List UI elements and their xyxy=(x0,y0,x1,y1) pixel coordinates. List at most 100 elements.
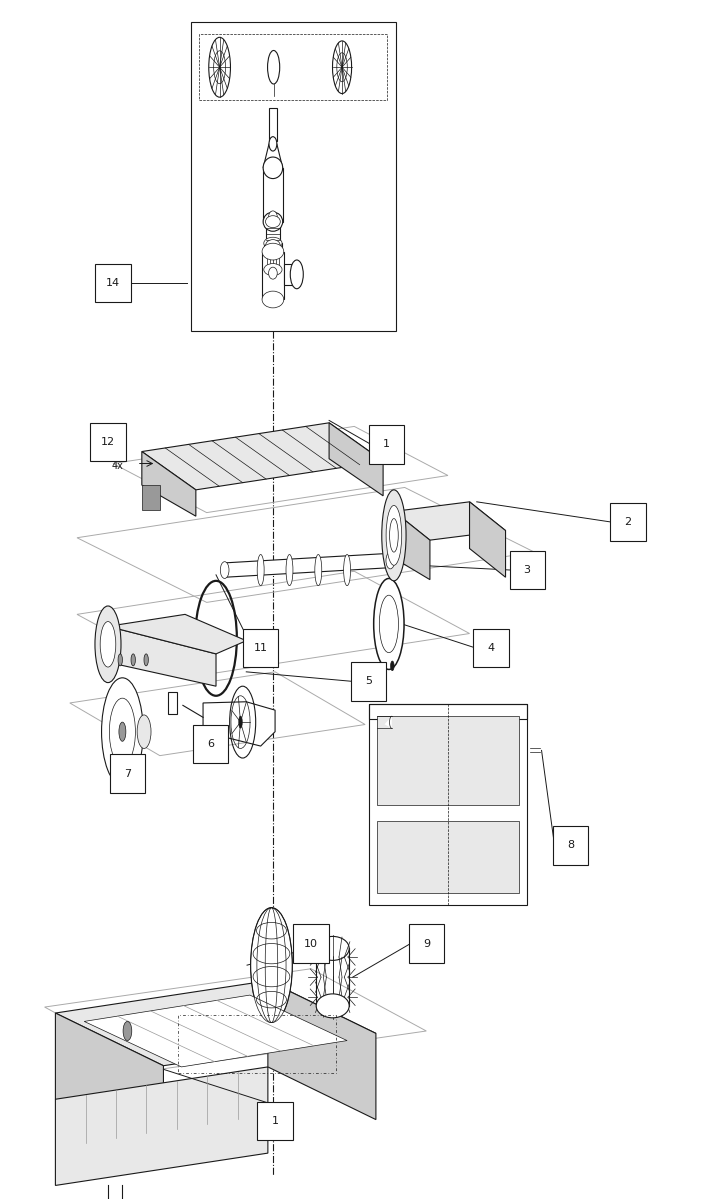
Ellipse shape xyxy=(257,554,264,586)
Text: 14: 14 xyxy=(106,277,120,288)
Ellipse shape xyxy=(264,264,282,276)
Ellipse shape xyxy=(131,654,135,666)
Bar xyxy=(191,22,396,331)
Polygon shape xyxy=(329,422,383,496)
Ellipse shape xyxy=(333,41,351,94)
Ellipse shape xyxy=(265,240,281,252)
Text: 10: 10 xyxy=(304,938,318,949)
Bar xyxy=(369,704,527,905)
Ellipse shape xyxy=(263,157,283,179)
Ellipse shape xyxy=(95,606,121,683)
Ellipse shape xyxy=(316,994,349,1018)
Bar xyxy=(283,264,296,286)
Polygon shape xyxy=(142,485,160,510)
Polygon shape xyxy=(142,422,383,490)
Ellipse shape xyxy=(268,211,277,223)
Text: 7: 7 xyxy=(124,768,131,779)
Polygon shape xyxy=(394,502,505,540)
FancyBboxPatch shape xyxy=(110,755,145,793)
FancyBboxPatch shape xyxy=(243,629,278,667)
FancyBboxPatch shape xyxy=(95,264,131,302)
FancyBboxPatch shape xyxy=(610,503,646,541)
Ellipse shape xyxy=(264,238,282,250)
Text: 1: 1 xyxy=(383,439,390,449)
Ellipse shape xyxy=(268,227,277,241)
Ellipse shape xyxy=(144,654,148,666)
Ellipse shape xyxy=(286,554,293,586)
Polygon shape xyxy=(56,980,376,1066)
Text: 9: 9 xyxy=(423,938,430,949)
Polygon shape xyxy=(268,980,376,1120)
Ellipse shape xyxy=(137,715,151,749)
Bar xyxy=(168,692,177,714)
Bar xyxy=(269,108,277,142)
Polygon shape xyxy=(385,716,392,728)
Bar xyxy=(377,821,518,893)
Ellipse shape xyxy=(118,654,122,666)
Ellipse shape xyxy=(374,578,404,670)
Text: 2: 2 xyxy=(625,517,632,527)
Polygon shape xyxy=(369,704,527,719)
Ellipse shape xyxy=(290,260,303,289)
Ellipse shape xyxy=(119,722,126,742)
FancyBboxPatch shape xyxy=(408,924,444,962)
Ellipse shape xyxy=(101,678,143,786)
Ellipse shape xyxy=(268,268,277,280)
Ellipse shape xyxy=(268,50,280,84)
Bar xyxy=(262,252,283,300)
Ellipse shape xyxy=(262,292,283,308)
Bar xyxy=(264,244,282,270)
Text: 12: 12 xyxy=(101,437,115,446)
Ellipse shape xyxy=(343,554,351,586)
Ellipse shape xyxy=(390,661,394,671)
Ellipse shape xyxy=(263,212,283,232)
FancyBboxPatch shape xyxy=(552,827,588,864)
Ellipse shape xyxy=(382,490,406,581)
Bar xyxy=(263,168,283,222)
Ellipse shape xyxy=(315,554,322,586)
Ellipse shape xyxy=(386,505,402,565)
Bar xyxy=(377,716,518,805)
FancyBboxPatch shape xyxy=(510,551,545,589)
FancyBboxPatch shape xyxy=(90,422,126,461)
Text: 11: 11 xyxy=(254,643,268,653)
Polygon shape xyxy=(469,502,505,577)
Ellipse shape xyxy=(262,244,283,260)
FancyBboxPatch shape xyxy=(369,425,404,463)
FancyBboxPatch shape xyxy=(192,725,228,763)
Bar xyxy=(178,1015,336,1073)
Ellipse shape xyxy=(269,137,277,151)
Polygon shape xyxy=(56,1013,163,1151)
Bar xyxy=(200,34,388,100)
FancyBboxPatch shape xyxy=(351,662,386,701)
FancyBboxPatch shape xyxy=(257,1102,293,1140)
Polygon shape xyxy=(108,614,247,654)
Ellipse shape xyxy=(109,698,135,766)
Ellipse shape xyxy=(265,216,281,228)
Bar xyxy=(268,217,277,274)
Ellipse shape xyxy=(221,562,229,578)
Polygon shape xyxy=(108,626,216,686)
Text: 4: 4 xyxy=(487,643,495,653)
Ellipse shape xyxy=(123,1021,132,1040)
Ellipse shape xyxy=(380,595,398,653)
FancyBboxPatch shape xyxy=(294,924,329,962)
FancyBboxPatch shape xyxy=(474,629,509,667)
Ellipse shape xyxy=(209,37,231,97)
Polygon shape xyxy=(225,553,390,577)
Polygon shape xyxy=(394,511,430,580)
Polygon shape xyxy=(56,1067,268,1186)
Ellipse shape xyxy=(386,552,395,569)
Polygon shape xyxy=(203,702,275,746)
Ellipse shape xyxy=(239,716,242,728)
Bar xyxy=(200,34,388,100)
Text: 8: 8 xyxy=(567,840,574,851)
Polygon shape xyxy=(142,451,196,516)
Text: 1: 1 xyxy=(272,1116,278,1126)
Ellipse shape xyxy=(251,907,292,1022)
Polygon shape xyxy=(84,995,347,1067)
Text: 4x: 4x xyxy=(111,461,124,470)
Text: 3: 3 xyxy=(523,565,531,575)
Ellipse shape xyxy=(390,518,398,552)
Ellipse shape xyxy=(100,622,116,667)
